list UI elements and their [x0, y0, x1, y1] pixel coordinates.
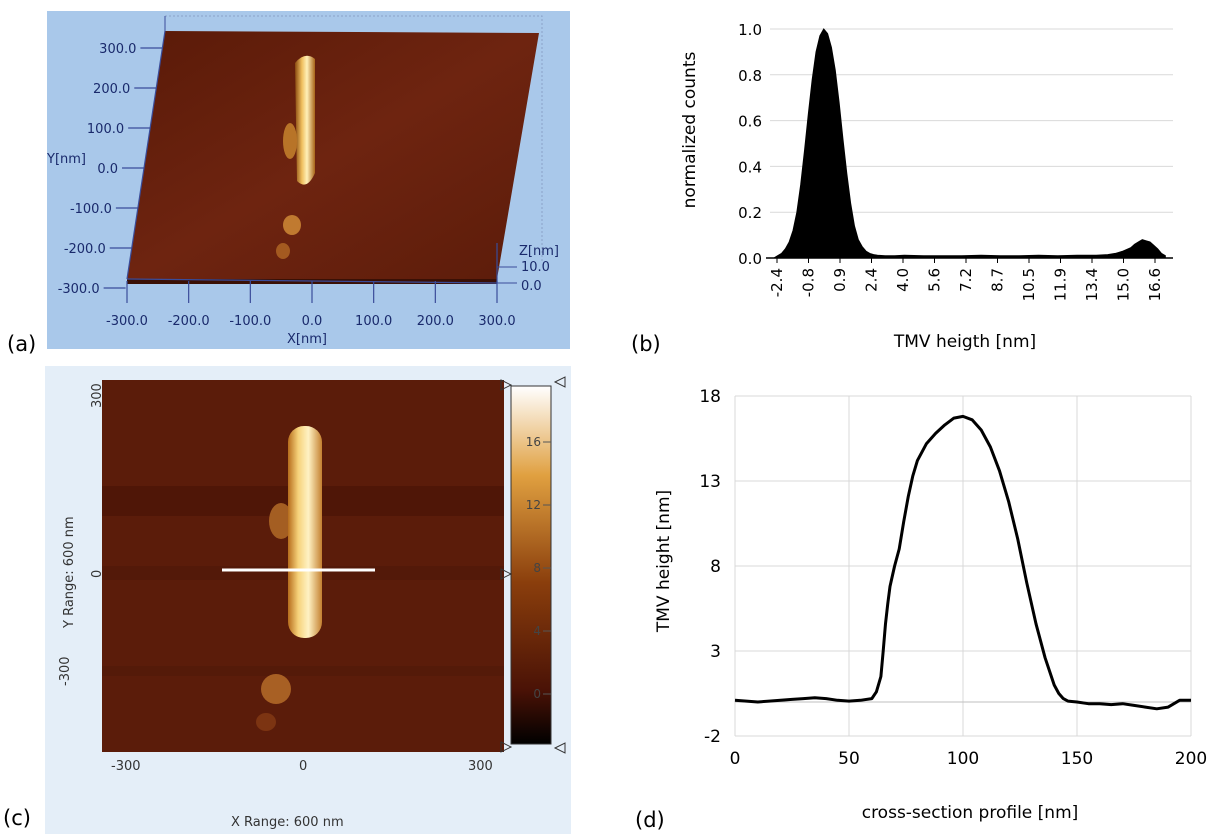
tmv-rod-3d: [295, 55, 315, 185]
d-x-tick: 200: [1175, 749, 1207, 769]
b-y-tick: 0.0: [738, 250, 762, 268]
panel-label-c: (c): [3, 806, 31, 830]
c-y-axis-title: Y Range: 600 nm: [62, 516, 77, 629]
a-z-axis-title: Z[nm]: [519, 244, 559, 259]
a-x-axis-title: X[nm]: [287, 332, 327, 347]
b-x-tick: 5.6: [926, 268, 944, 292]
b-x-tick: 2.4: [863, 268, 881, 292]
a-x-tick: -200.0: [168, 314, 210, 329]
a-y-tick: 0.0: [97, 162, 118, 177]
b-x-axis-title: TMV heigth [nm]: [893, 332, 1036, 352]
a-x-tick: -300.0: [106, 314, 148, 329]
b-y-tick: 0.6: [738, 113, 762, 131]
panel-label-d: (d): [635, 808, 665, 832]
a-y-tick: 200.0: [93, 82, 130, 97]
b-x-tick: -0.8: [800, 268, 818, 297]
c-y-tick: -300: [58, 656, 73, 686]
d-y-tick: -2: [704, 727, 721, 747]
c-x-tick: -300: [111, 759, 141, 774]
c-colorbar-tick: 8: [533, 561, 541, 575]
b-x-tick: 16.6: [1146, 268, 1164, 301]
d-x-tick: 0: [730, 749, 741, 769]
afm-3d-view: 300.0 200.0 100.0 0.0 -100.0 -200.0 -300.0 -30…: [47, 11, 570, 349]
afm-surface: [127, 31, 539, 279]
b-y-tick: 0.2: [738, 204, 762, 222]
particle-3d-2: [276, 243, 290, 259]
a-y-tick: 300.0: [99, 42, 136, 57]
c-x-tick: 300: [468, 759, 493, 774]
b-x-tick: 11.9: [1052, 268, 1070, 301]
b-y-axis-title: normalized counts: [680, 52, 700, 209]
histogram-bars: [772, 28, 1166, 259]
cross-section-profile-chart: -2 3 8 13 18 0 50 100 150 200 TMV height [nm] cro…: [654, 387, 1207, 823]
b-y-tick: 0.8: [738, 67, 762, 85]
b-x-tick: -2.4: [768, 268, 786, 297]
c-colorbar-tick: 0: [533, 687, 541, 701]
a-y-tick: -300.0: [58, 282, 100, 297]
c-y-tick: 300: [90, 383, 105, 408]
b-x-tick: 13.4: [1083, 268, 1101, 301]
d-y-tick: 3: [710, 642, 721, 662]
d-x-tick: 150: [1061, 749, 1093, 769]
c-colorbar-tick: 12: [526, 498, 541, 512]
d-y-tick: 13: [699, 472, 721, 492]
a-z-tick: 10.0: [521, 260, 550, 275]
c-colorbar-tick: 16: [526, 435, 541, 449]
b-x-tick: 7.2: [957, 268, 975, 292]
a-x-tick: 0.0: [302, 314, 323, 329]
b-y-tick: 1.0: [738, 21, 762, 39]
a-z-tick: 0.0: [521, 279, 542, 294]
a-x-tick: 300.0: [478, 314, 515, 329]
c-colorbar-tick: 4: [533, 624, 541, 638]
a-y-tick: 100.0: [87, 122, 124, 137]
height-colorbar: [510, 385, 552, 745]
particle-3d-1: [283, 215, 301, 235]
b-x-tick: 0.9: [831, 268, 849, 292]
particle-2d-2: [256, 713, 276, 731]
profile-line: [734, 414, 1191, 711]
d-x-tick: 100: [947, 749, 979, 769]
a-y-tick: -200.0: [64, 242, 106, 257]
a-x-tick: 100.0: [355, 314, 392, 329]
panel-label-a: (a): [7, 332, 37, 356]
a-x-tick: 200.0: [417, 314, 454, 329]
tmv-rod-2d: [288, 426, 322, 638]
b-x-tick: 15.0: [1115, 268, 1133, 301]
b-x-tick: 8.7: [989, 268, 1007, 292]
b-y-tick: 0.4: [738, 158, 762, 176]
a-x-tick: -100.0: [229, 314, 271, 329]
b-x-tick: 4.0: [894, 268, 912, 292]
b-x-tick: 10.5: [1020, 268, 1038, 301]
d-x-axis-title: cross-section profile [nm]: [862, 803, 1079, 823]
panel-label-b: (b): [631, 332, 661, 356]
particle-2d-1: [261, 674, 291, 704]
d-x-tick: 50: [838, 749, 860, 769]
a-y-tick: -100.0: [70, 202, 112, 217]
c-x-axis-title: X Range: 600 nm: [231, 815, 344, 830]
d-y-axis-title: TMV height [nm]: [654, 490, 674, 633]
d-y-tick: 8: [710, 557, 721, 577]
c-x-tick: 0: [299, 759, 307, 774]
height-histogram-chart: 0.0 0.2 0.4 0.6 0.8 1.0 -2.4 -0.8 0.9 2.4 4.0 5.6 7…: [680, 21, 1173, 352]
c-y-tick: 0: [90, 570, 105, 578]
d-y-tick: 18: [699, 387, 721, 407]
a-y-axis-title: Y[nm]: [47, 152, 86, 167]
